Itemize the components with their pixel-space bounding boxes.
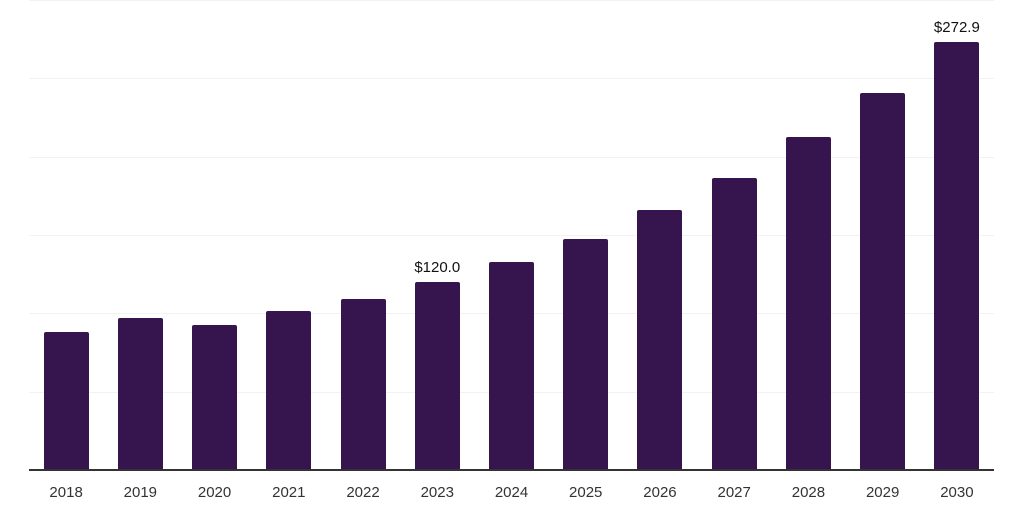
bar-2021: [266, 311, 312, 470]
x-tick-label-2029: 2029: [865, 484, 900, 501]
plot-area: $120.0 $272.9: [29, 0, 994, 471]
bar-2018: [43, 332, 89, 470]
x-tick-label-2028: 2028: [791, 484, 826, 501]
x-axis-line: [29, 469, 994, 471]
x-tick-label-2022: 2022: [346, 484, 380, 501]
bar-2024: [489, 262, 534, 470]
bar-2026: [637, 209, 683, 470]
bar-2023: [414, 282, 460, 470]
bar-2030: [934, 42, 980, 470]
x-tick-label-2030: 2030: [940, 484, 974, 501]
x-tick-label-2027: 2027: [717, 484, 751, 501]
bar-2029: [860, 93, 906, 470]
gridline-250: [29, 78, 994, 80]
x-tick-label-2019: 2019: [123, 484, 158, 501]
x-tick-label-2024: 2024: [494, 484, 529, 501]
data-label-2023: $120.0: [414, 259, 461, 276]
gridline-200: [29, 156, 994, 158]
x-tick-label-2023: 2023: [420, 484, 454, 501]
x-tick-label-2026: 2026: [643, 484, 677, 501]
data-label-2030: $272.9: [933, 19, 980, 37]
bar-2028: [785, 136, 831, 470]
x-tick-label-2018: 2018: [49, 484, 83, 501]
gridline-150: [29, 235, 994, 236]
gridline-300: [29, 0, 994, 1]
bar-2025: [563, 239, 609, 470]
bar-2020: [192, 324, 238, 470]
x-tick-label-2021: 2021: [272, 484, 306, 501]
bar-2027: [711, 178, 757, 470]
x-tick-label-2020: 2020: [197, 484, 232, 501]
x-tick-label-2025: 2025: [569, 484, 603, 501]
bar-2022: [340, 298, 386, 470]
bar-2019: [117, 317, 163, 470]
